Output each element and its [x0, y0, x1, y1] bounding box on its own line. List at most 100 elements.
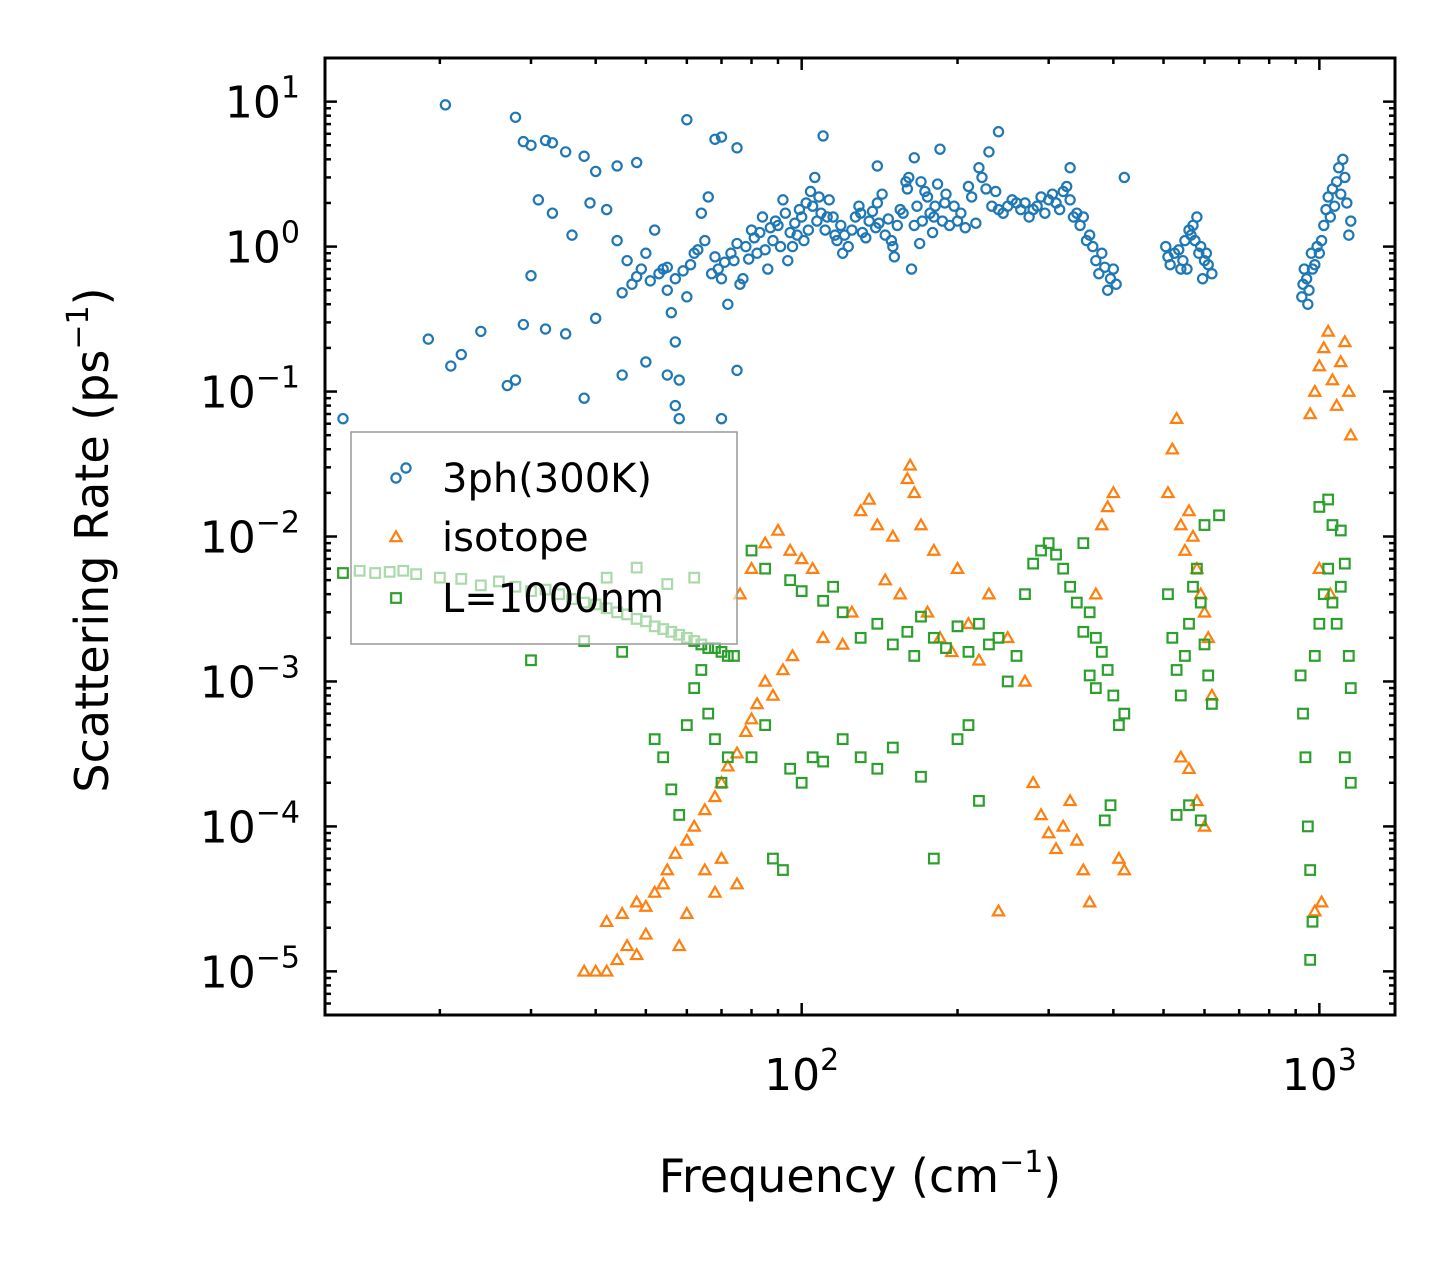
- data-point: [702, 707, 715, 720]
- data-point: [715, 776, 728, 789]
- data-point: [782, 542, 798, 556]
- y-tick-label: 101: [225, 71, 300, 129]
- data-point: [1306, 915, 1319, 928]
- data-point: [1343, 427, 1359, 441]
- data-point: [729, 876, 745, 890]
- data-point: [1334, 580, 1347, 593]
- data-point: [699, 234, 711, 247]
- data-point: [1198, 638, 1211, 651]
- data-point: [509, 374, 522, 386]
- legend: 3ph(300K) isotope L=1000nm: [350, 431, 738, 645]
- data-point: [835, 219, 847, 232]
- legend-items: 3ph(300K) isotope L=1000nm: [388, 456, 664, 622]
- data-point: [1303, 284, 1315, 296]
- data-point: [1313, 247, 1326, 259]
- data-point: [1170, 664, 1183, 676]
- data-point: [681, 114, 693, 126]
- data-point: [1088, 586, 1104, 600]
- data-point: [1337, 153, 1349, 166]
- data-point: [648, 224, 661, 236]
- data-point: [1196, 273, 1209, 285]
- data-point: [1010, 650, 1023, 662]
- data-point: [600, 203, 613, 216]
- data-point: [1341, 197, 1353, 209]
- data-point: [509, 111, 522, 123]
- data-point: [774, 240, 787, 253]
- data-point: [1335, 188, 1347, 200]
- data-point: [715, 131, 728, 143]
- data-point: [901, 183, 914, 195]
- data-point: [1322, 191, 1334, 203]
- data-point: [681, 291, 693, 303]
- data-point: [877, 572, 893, 586]
- data-point: [762, 263, 774, 275]
- data-point: [1181, 263, 1193, 275]
- data-point: [559, 146, 572, 158]
- data-point: [578, 150, 590, 162]
- data-point: [823, 194, 835, 206]
- data-point: [1077, 211, 1090, 223]
- data-point: [1062, 793, 1078, 807]
- data-point: [940, 642, 952, 654]
- data-point: [709, 251, 721, 263]
- data-point: [1189, 234, 1201, 247]
- data-point: [960, 615, 976, 630]
- data-point: [842, 240, 854, 253]
- data-point: [337, 412, 349, 425]
- data-point: [1064, 194, 1076, 206]
- data-point: [1053, 203, 1066, 216]
- data-point: [784, 574, 797, 587]
- data-point: [813, 191, 825, 203]
- data-point: [684, 259, 697, 271]
- data-point: [688, 682, 701, 694]
- data-point: [1329, 397, 1345, 411]
- y-tick-label: 10−3: [200, 650, 300, 708]
- data-point: [1001, 675, 1014, 688]
- data-point: [1187, 580, 1199, 593]
- data-point: [648, 733, 661, 746]
- data-point: [1166, 631, 1179, 644]
- data-point: [661, 369, 673, 381]
- data-point: [1194, 814, 1207, 827]
- data-point: [680, 719, 693, 731]
- data-point: [1164, 441, 1180, 455]
- data-point: [728, 650, 740, 662]
- legend-marker: [390, 592, 402, 604]
- data-point: [1304, 864, 1317, 876]
- y-tick-label: 100: [225, 216, 300, 274]
- data-point: [970, 217, 982, 229]
- data-point: [795, 585, 808, 598]
- data-point: [1017, 673, 1033, 687]
- data-point: [873, 217, 885, 229]
- data-point: [1187, 219, 1199, 232]
- data-point: [817, 130, 829, 142]
- data-point: [831, 234, 843, 247]
- data-point: [844, 604, 860, 618]
- data-point: [1315, 234, 1328, 247]
- data-point: [897, 207, 909, 219]
- data-point: [1307, 903, 1323, 917]
- data-point: [1006, 194, 1018, 206]
- data-point: [973, 162, 985, 174]
- data-point: [1035, 191, 1047, 203]
- data-point: [517, 318, 530, 331]
- data-point: [1299, 751, 1312, 764]
- data-point: [902, 457, 918, 471]
- data-point: [976, 171, 988, 184]
- data-point: [686, 818, 702, 832]
- data-point: [721, 751, 734, 764]
- data-point: [1339, 171, 1351, 184]
- data-point: [695, 664, 708, 676]
- data-point: [962, 645, 975, 658]
- data-point: [712, 263, 724, 275]
- y-tick-label: 10−2: [200, 506, 300, 564]
- data-point: [891, 219, 903, 232]
- data-point: [1318, 219, 1330, 232]
- data-point: [1087, 240, 1099, 253]
- data-point: [713, 850, 729, 864]
- data-point: [827, 211, 839, 223]
- data-point: [1302, 298, 1314, 310]
- data-point: [1334, 524, 1347, 537]
- data-point: [578, 392, 590, 404]
- data-point: [439, 99, 452, 111]
